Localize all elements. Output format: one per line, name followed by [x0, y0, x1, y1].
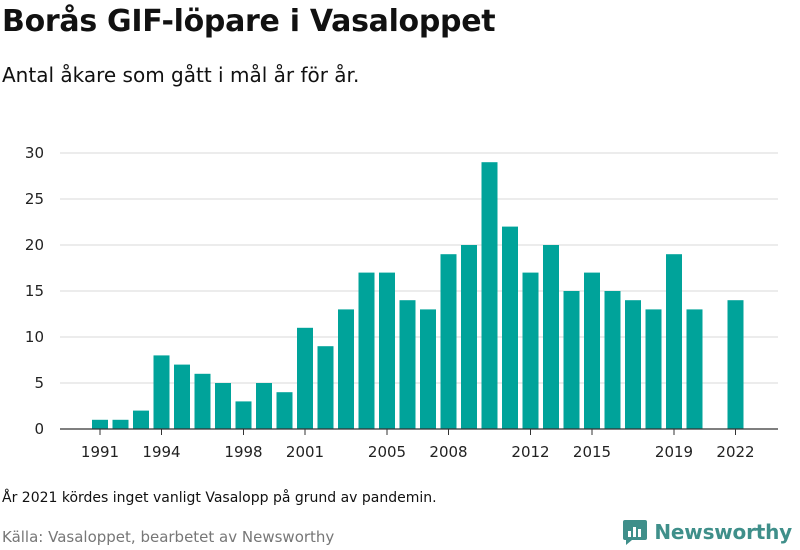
bar-2013 — [543, 245, 559, 429]
axes: 0 5 10 15 20 25 30 1991 1994 1998 2001 2005 2008 2012… — [25, 144, 778, 461]
chart-subtitle: Antal åkare som gått i mål år för år. — [2, 63, 360, 87]
x-tick-label: 2022 — [716, 443, 754, 461]
bar-2015 — [584, 272, 600, 429]
bar-2004 — [358, 272, 375, 429]
x-tick-label: 1994 — [142, 443, 180, 461]
bar-2017 — [625, 300, 641, 429]
bar-2009 — [461, 245, 477, 429]
bar-1998 — [235, 401, 252, 429]
bar-2008 — [440, 254, 457, 429]
bar-2000 — [276, 392, 293, 429]
y-tick-label: 30 — [25, 144, 44, 162]
source-text: Källa: Vasaloppet, bearbetet av Newswort… — [2, 528, 335, 546]
bar-1994 — [153, 355, 170, 429]
y-tick-label: 0 — [34, 420, 44, 438]
bar-2022 — [727, 300, 744, 429]
bar-2011 — [502, 226, 518, 429]
bar-1999 — [256, 383, 272, 429]
x-tick-label: 2012 — [511, 443, 549, 461]
bar-1991 — [92, 419, 108, 429]
x-tick-label: 2015 — [573, 443, 611, 461]
bar-2007 — [420, 309, 436, 429]
x-tick-label: 2001 — [286, 443, 324, 461]
footnote: År 2021 kördes inget vanligt Vasalopp på… — [2, 490, 437, 506]
x-tick-label: 2008 — [429, 443, 467, 461]
bar-1996 — [194, 373, 211, 429]
bar-1997 — [215, 383, 231, 429]
bar-2003 — [338, 309, 354, 429]
x-tick-label: 2005 — [368, 443, 406, 461]
bar-2001 — [297, 327, 313, 429]
bar-2006 — [399, 300, 416, 429]
y-tick-label: 25 — [25, 190, 44, 208]
bar-2010 — [481, 162, 498, 429]
chart-title: Borås GIF-löpare i Vasaloppet — [2, 4, 496, 39]
bar-chart: 0 5 10 15 20 25 30 1991 1994 1998 2001 2005 2008 2012… — [25, 144, 778, 461]
bar-2002 — [317, 346, 334, 429]
x-tick-label: 2019 — [655, 443, 693, 461]
bar-1992 — [112, 419, 129, 429]
brand-name: Newsworthy — [654, 520, 792, 544]
bar-2005 — [379, 272, 395, 429]
bar-1993 — [133, 410, 149, 429]
y-tick-label: 5 — [34, 374, 44, 392]
bar-2020 — [686, 309, 703, 429]
y-tick-label: 15 — [25, 282, 44, 300]
bar-2018 — [645, 309, 662, 429]
bar-2012 — [522, 272, 539, 429]
bar-2014 — [563, 291, 580, 429]
bars — [92, 162, 744, 429]
newsworthy-logo-icon — [623, 520, 648, 545]
brand-logo: Newsworthy — [622, 518, 792, 546]
y-tick-label: 20 — [25, 236, 44, 254]
x-tick-label: 1991 — [81, 443, 119, 461]
x-tick-label: 1998 — [224, 443, 262, 461]
y-tick-label: 10 — [25, 328, 44, 346]
bar-1995 — [174, 364, 190, 429]
bar-2019 — [666, 254, 682, 429]
bar-2016 — [604, 291, 621, 429]
